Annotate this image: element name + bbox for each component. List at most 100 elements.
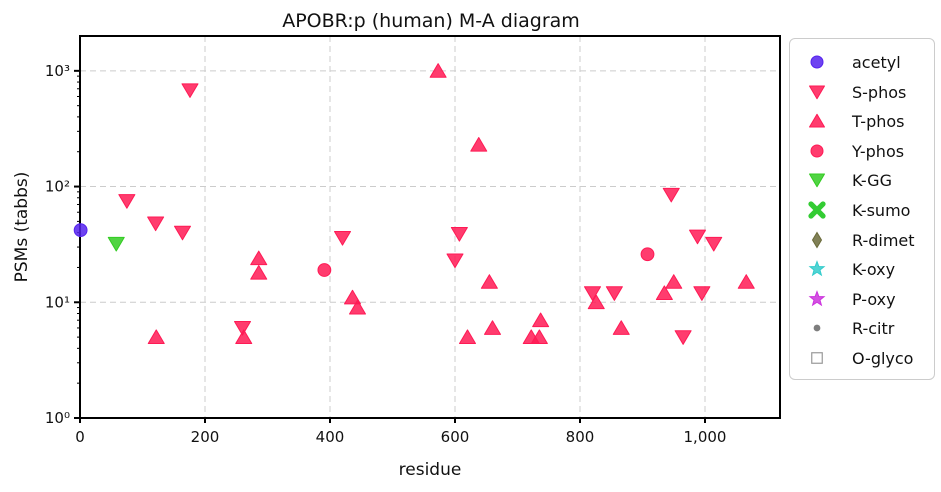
data-point-t-phos — [147, 329, 165, 345]
legend-marker-k-gg — [809, 173, 825, 188]
data-point-s-phos — [446, 253, 464, 269]
legend-marker-p-oxy — [808, 289, 826, 307]
chart-title: APOBR:p (human) M-A diagram — [282, 10, 580, 32]
data-point-s-phos — [674, 330, 692, 345]
data-point-t-phos — [250, 265, 268, 280]
data-point-y-phos — [640, 247, 655, 262]
x-axis-label: residue — [399, 460, 462, 480]
y-tick-label: 10¹ — [45, 293, 70, 311]
legend-marker-r-citr — [813, 325, 821, 332]
y-tick-label: 10³ — [45, 62, 70, 80]
legend-label: P-oxy — [852, 289, 896, 309]
legend-item: S-phos — [790, 77, 934, 107]
data-point-t-phos — [459, 329, 476, 345]
legend-label: O-glyco — [852, 349, 914, 368]
legend-marker — [809, 113, 825, 128]
data-point-t-phos — [522, 329, 540, 345]
legend-marker-acetyl — [810, 55, 824, 69]
y-axis-label: PSMs (tabbs) — [12, 172, 32, 283]
legend-marker — [810, 144, 824, 158]
data-point-s-phos — [174, 225, 191, 241]
legend-marker — [813, 325, 821, 332]
data-point-s-phos — [234, 321, 251, 336]
grid-lines — [80, 36, 780, 418]
data-point-t-phos — [344, 289, 361, 305]
legend-item: acetyl — [790, 47, 934, 77]
legend-item: R-dimet — [790, 225, 934, 255]
data-point-s-phos — [605, 286, 623, 301]
x-tick-label: 800 — [566, 428, 595, 446]
x-tick-label: 200 — [191, 428, 220, 446]
legend: acetyl S-phos T-phos Y-phos K-GG K-sumo R-dime… — [789, 38, 935, 380]
data-point-s-phos — [693, 286, 711, 301]
data-point-k-gg — [107, 236, 125, 252]
legend-label: S-phos — [852, 82, 907, 102]
data-point-t-phos — [470, 136, 488, 152]
data-point-s-phos — [705, 236, 723, 252]
legend-marker — [808, 289, 826, 307]
data-point-s-phos — [118, 194, 136, 209]
data-point-t-phos — [250, 250, 268, 266]
data-point-s-phos — [181, 83, 199, 98]
legend-marker — [811, 231, 823, 249]
legend-marker — [808, 260, 826, 277]
data-point-s-phos — [689, 229, 706, 245]
legend-label: K-oxy — [852, 260, 896, 280]
legend-marker — [810, 55, 824, 69]
data-point-s-phos — [450, 226, 468, 242]
data-point-s-phos — [147, 216, 165, 232]
legend-item: Y-phos — [790, 136, 934, 166]
legend-item: O-glyco — [790, 343, 934, 373]
legend-marker-k-oxy — [808, 260, 826, 277]
data-point-y-phos — [317, 263, 332, 277]
legend-item: K-GG — [790, 165, 934, 195]
x-axis: 0 200 400 600 800 1,000 — [75, 418, 726, 446]
x-tick-label: 1,000 — [684, 428, 727, 446]
data-point-s-phos — [662, 187, 680, 203]
data-point-t-phos — [235, 329, 253, 345]
y-tick-label: 10⁰ — [45, 409, 70, 427]
legend-marker-o-glyco — [811, 352, 823, 364]
data-point-t-phos — [665, 274, 683, 289]
legend-item: T-phos — [790, 106, 934, 136]
data-point-t-phos — [532, 312, 550, 328]
legend-marker-k-sumo — [808, 201, 826, 219]
data-point-t-phos — [655, 285, 673, 301]
data-point-t-phos — [429, 63, 447, 78]
legend-label: K-sumo — [852, 201, 911, 220]
data-point-t-phos — [484, 320, 501, 335]
legend-marker-t-phos — [809, 113, 825, 128]
data-point-t-phos — [737, 274, 755, 289]
legend-label: Y-phos — [852, 141, 905, 161]
legend-item: K-sumo — [790, 195, 934, 225]
data-point-s-phos — [584, 286, 601, 301]
legend-marker — [811, 352, 823, 364]
y-axis: 10⁰ 10¹ 10² 10³ — [45, 62, 80, 427]
legend-label: T-phos — [852, 112, 905, 132]
y-tick-label: 10² — [45, 178, 70, 196]
legend-marker — [808, 201, 826, 219]
legend-marker — [809, 85, 825, 99]
data-points — [73, 63, 755, 345]
legend-marker-y-phos — [810, 144, 824, 158]
legend-item: P-oxy — [790, 284, 934, 314]
legend-label: R-dimet — [852, 230, 915, 250]
legend-item: K-oxy — [790, 254, 934, 284]
data-point-t-phos — [349, 299, 366, 315]
legend-marker — [809, 173, 825, 188]
legend-label: acetyl — [852, 53, 901, 72]
data-point-t-phos — [480, 274, 498, 289]
legend-label: R-citr — [852, 319, 895, 339]
x-tick-label: 400 — [316, 428, 345, 446]
legend-marker-r-dimet — [811, 231, 823, 249]
x-tick-label: 0 — [75, 428, 85, 446]
data-point-t-phos — [587, 294, 605, 310]
x-tick-label: 600 — [441, 428, 470, 446]
data-point-s-phos — [334, 231, 351, 246]
legend-marker-s-phos — [809, 85, 825, 99]
data-point-acetyl — [73, 223, 88, 238]
data-point-t-phos — [612, 320, 630, 335]
legend-label: K-GG — [852, 171, 892, 191]
legend-item: R-citr — [790, 313, 934, 343]
